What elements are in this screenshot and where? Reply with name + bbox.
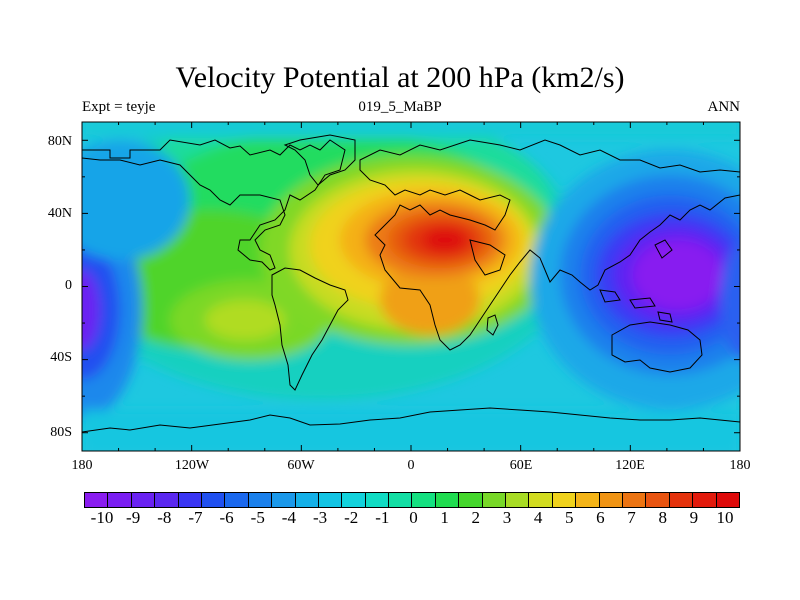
lat-label-80s: 80S [50,425,72,440]
colorbar-swatch [85,493,109,507]
colorbar-label: 10 [716,508,734,527]
colorbar-swatch [155,493,179,507]
colorbar-label: -9 [126,508,141,527]
colorbar-label: 5 [565,508,574,527]
lat-label-40s: 40S [50,350,72,365]
colorbar-swatch [201,493,226,507]
colorbar-label: 8 [658,508,667,527]
axis-ticks [81,122,741,451]
colorbar-label: 0 [409,508,418,527]
colorbar-swatch [178,493,202,507]
colorbar-label: 1 [440,508,449,527]
colorbar-swatch [225,493,249,507]
colorbar-swatch [272,493,296,507]
colorbar [84,492,740,508]
colorbar-label: -2 [344,508,359,527]
colorbar-label: -8 [157,508,172,527]
experiment-label: Expt = teyje [82,99,156,115]
lon-label-120w: 120W [174,458,210,473]
colorbar-label: -10 [90,508,114,527]
lon-label-180e: 180 [729,458,751,473]
colorbar-swatch [506,493,530,507]
colorbar-swatch [131,493,156,507]
colorbar-label: 7 [627,508,636,527]
season-label: ANN [707,99,741,115]
colorbar-swatch [389,493,413,507]
colorbar-swatch [576,493,600,507]
colorbar-swatch [412,493,436,507]
colorbar-label: 2 [471,508,481,527]
colorbar-swatch [435,493,460,507]
lat-label-40n: 40N [47,206,72,221]
colorbar-label: -7 [188,508,203,527]
colorbar-label: -6 [219,508,234,527]
colorbar-swatch [482,493,507,507]
colorbar-swatch [248,493,273,507]
colorbar-swatch [529,493,553,507]
plot-title: Velocity Potential at 200 hPa (km2/s) [175,61,625,94]
colorbar-swatch [318,493,343,507]
colorbar-label: 6 [596,508,605,527]
colorbar-label: -3 [312,508,328,527]
colorbar-label: 4 [533,508,543,527]
colorbar-label: -5 [250,508,265,527]
colorbar-swatch [342,493,366,507]
colorbar-swatch [669,493,694,507]
colorbar-label: 3 [502,508,512,527]
colorbar-swatch [716,493,739,507]
period-label: 019_5_MaBP [358,99,442,115]
lon-label-0: 0 [407,458,415,473]
colorbar-label: 9 [689,508,699,527]
colorbar-swatch [295,493,319,507]
colorbar-swatch [599,493,623,507]
colorbar-swatch [459,493,483,507]
lon-label-60w: 60W [287,458,315,473]
colorbar-swatch [552,493,577,507]
colorbar-swatch [622,493,647,507]
colorbar-label: -1 [375,508,390,527]
colorbar-swatch [108,493,132,507]
lat-label-0: 0 [65,278,72,293]
colorbar-swatch [646,493,670,507]
colorbar-swatch [693,493,717,507]
colorbar-swatch [365,493,390,507]
lon-label-120e: 120E [615,458,645,473]
lat-label-80n: 80N [47,134,72,149]
lon-label-60e: 60E [509,458,533,473]
colorbar-label: -4 [281,508,296,527]
lon-label-180w: 180 [71,458,93,473]
